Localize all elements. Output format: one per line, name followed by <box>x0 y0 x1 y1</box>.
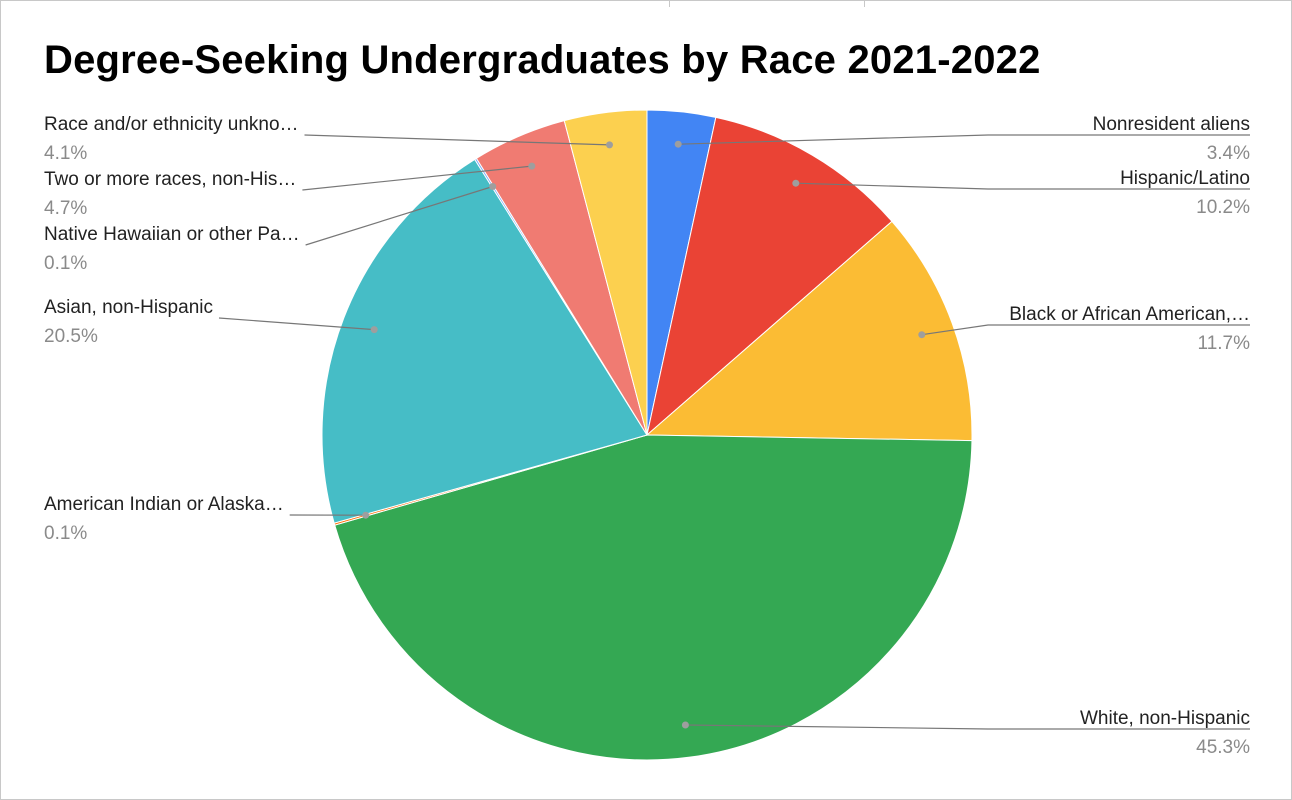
slice-percent-hispanic-latino: 10.2% <box>1196 197 1250 218</box>
leader-dot-nonresident-aliens <box>674 140 682 148</box>
slice-percent-nonresident-aliens: 3.4% <box>1207 143 1250 164</box>
top-divider-tick <box>669 1 670 7</box>
slice-label-asian-non-hispanic: Asian, non-Hispanic <box>44 297 213 318</box>
slice-label-hispanic-latino: Hispanic/Latino <box>1120 168 1250 189</box>
leader-line-hispanic-latino <box>795 182 1250 190</box>
slice-percent-black-or-african-american: 11.7% <box>1198 333 1251 354</box>
pie-slice-black-or-african-american <box>645 220 973 442</box>
leader-line-white-non-hispanic <box>685 724 1250 730</box>
leader-dot-white-non-hispanic <box>681 721 689 729</box>
pie-slice-race-and-or-ethnicity-unkno <box>563 109 648 436</box>
slice-percent-native-hawaiian-or-other-pa: 0.1% <box>44 253 87 274</box>
slice-label-white-non-hispanic: White, non-Hispanic <box>1080 708 1250 729</box>
pie-slice-asian-non-hispanic <box>321 158 648 524</box>
slice-labels: Nonresident aliens 3.4% Hispanic/Latino 10.… <box>44 114 1250 758</box>
leader-line-race-and-or-ethnicity-unkno <box>304 134 610 146</box>
pie-slices <box>321 109 973 761</box>
slice-percent-race-and-or-ethnicity-unkno: 4.1% <box>44 143 87 164</box>
chart-title: Degree-Seeking Undergraduates by Race 20… <box>44 38 1041 82</box>
pie-slice-white-non-hispanic <box>334 434 973 761</box>
slice-label-two-or-more-races-non-his: Two or more races, non-His… <box>44 169 296 190</box>
leader-line-nonresident-aliens <box>678 134 1250 145</box>
leader-dot-race-and-or-ethnicity-unkno <box>606 141 613 149</box>
slice-percent-american-indian-or-alaska: 0.1% <box>44 523 87 544</box>
leader-dot-two-or-more-races-non-his <box>528 162 536 170</box>
slice-label-black-or-african-american: Black or African American,… <box>1009 304 1250 325</box>
leader-line-black-or-african-american <box>921 324 1250 336</box>
slice-label-race-and-or-ethnicity-unkno: Race and/or ethnicity unkno… <box>44 114 299 135</box>
leader-line-asian-non-hispanic <box>218 317 375 331</box>
slice-label-american-indian-or-alaska: American Indian or Alaska… <box>44 494 284 515</box>
leader-lines <box>218 134 1250 730</box>
leader-line-two-or-more-races-non-his <box>302 165 532 191</box>
slice-percent-asian-non-hispanic: 20.5% <box>44 326 98 347</box>
slice-percent-two-or-more-races-non-his: 4.7% <box>44 198 87 219</box>
pie-slice-hispanic-latino <box>646 116 893 437</box>
slice-percent-white-non-hispanic: 45.3% <box>1196 737 1250 758</box>
slice-label-native-hawaiian-or-other-pa: Native Hawaiian or other Pa… <box>44 224 300 245</box>
slice-label-nonresident-aliens: Nonresident aliens <box>1093 114 1250 135</box>
leader-dot-hispanic-latino <box>792 179 800 187</box>
leader-dot-american-indian-or-alaska <box>362 511 370 519</box>
top-divider-tick <box>864 1 865 7</box>
leader-line-native-hawaiian-or-other-pa <box>305 185 493 246</box>
leader-dot-asian-non-hispanic <box>370 326 378 334</box>
leader-dot-native-hawaiian-or-other-pa <box>489 183 497 190</box>
leader-dot-black-or-african-american <box>918 331 926 339</box>
